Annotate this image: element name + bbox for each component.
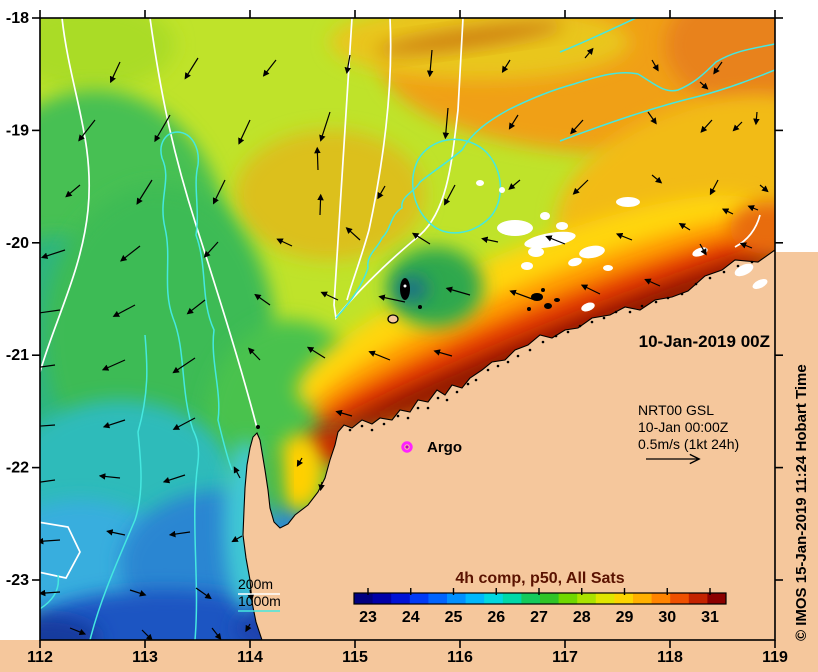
axes-frame — [32, 10, 783, 648]
x-tick-label: 115 — [342, 649, 368, 666]
colorbar-tick-label: 27 — [530, 609, 548, 626]
x-tick-label: 116 — [447, 649, 473, 666]
x-tick-label: 118 — [657, 649, 683, 666]
colorbar-tick-label: 25 — [445, 609, 463, 626]
colorbar-tick-label: 28 — [573, 609, 591, 626]
x-tick-label: 114 — [237, 649, 263, 666]
islands-and-clouds — [256, 180, 768, 432]
x-tick-label: 119 — [762, 649, 788, 666]
right-margin — [775, 252, 818, 642]
x-tick-label: 113 — [132, 649, 158, 666]
colorbar-tick-label: 24 — [402, 609, 420, 626]
colorbar-tick-label: 23 — [359, 609, 377, 626]
land-mass — [242, 249, 775, 640]
x-tick-label: 112 — [27, 649, 53, 666]
current-vector-arrows — [40, 47, 769, 640]
axis-tick-labels: 112 113 114 115 116 117 118 119 -18 -19 -20 -21 -22 -… — [6, 10, 788, 666]
y-tick-label: -19 — [6, 122, 29, 139]
vector-key: NRT00 GSL 10-Jan 00:00Z 0.5m/s (1kt 24h) — [638, 402, 739, 459]
credit-text: © IMOS 15-Jan-2019 11:24 Hobart Time — [793, 364, 810, 641]
colorbar-tick-label: 26 — [487, 609, 505, 626]
depth-contour-legend: 200m 1000m — [238, 576, 281, 612]
legend-1000m-label: 1000m — [238, 593, 281, 609]
legend-200m-label: 200m — [238, 576, 273, 592]
depth-contours — [40, 18, 775, 640]
argo-annotation: Argo — [401, 439, 462, 456]
x-tick-label: 117 — [552, 649, 578, 666]
colorbar-tick-label: 31 — [701, 609, 719, 626]
argo-float-marker-core — [405, 445, 409, 449]
y-tick-label: -20 — [6, 235, 29, 252]
vector-key-line3: 0.5m/s (1kt 24h) — [638, 436, 739, 452]
colorbar-tick-label: 30 — [658, 609, 676, 626]
y-tick-label: -21 — [6, 347, 29, 364]
colorbar-tick-label: 29 — [616, 609, 634, 626]
y-tick-label: -22 — [6, 460, 29, 477]
bottom-margin — [0, 640, 818, 672]
analysis-date-label: 10-Jan-2019 00Z — [639, 332, 770, 351]
vector-key-line2: 10-Jan 00:00Z — [638, 419, 729, 435]
colorbar-title: 4h comp, p50, All Sats — [455, 570, 624, 587]
argo-label: Argo — [427, 439, 462, 456]
y-tick-label: -18 — [6, 10, 29, 27]
vector-key-line1: NRT00 GSL — [638, 402, 714, 418]
y-tick-label: -23 — [6, 572, 29, 589]
argo-float-marker — [401, 441, 413, 453]
colorbar: 23 24 25 26 27 28 29 30 31 — [353, 588, 727, 626]
